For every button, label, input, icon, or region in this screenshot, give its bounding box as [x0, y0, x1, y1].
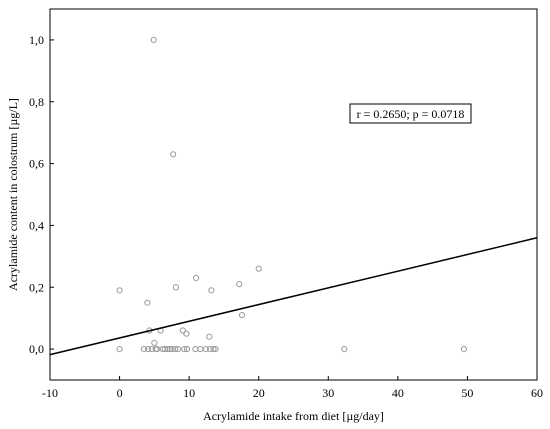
x-tick-label: 0 — [117, 386, 123, 400]
x-tick-label: 20 — [253, 386, 265, 400]
data-point — [255, 265, 262, 272]
data-point — [164, 345, 171, 353]
data-point — [236, 281, 243, 288]
data-point — [150, 36, 157, 44]
y-tick-label: 0,0 — [29, 342, 44, 356]
data-point — [172, 284, 180, 291]
data-point — [116, 345, 123, 353]
x-tick-label: 10 — [183, 386, 195, 400]
data-point — [193, 274, 200, 282]
data-point — [144, 345, 152, 353]
data-point — [202, 345, 209, 353]
x-tick-label: 40 — [392, 386, 404, 400]
y-axis-label: Acrylamide content in colostrum [µg/L] — [6, 98, 20, 291]
data-point — [460, 345, 468, 353]
data-point — [341, 345, 348, 353]
x-tick-label: 50 — [461, 386, 473, 400]
x-tick-label: 30 — [322, 386, 334, 400]
data-point — [116, 287, 123, 294]
regression-line — [49, 237, 538, 356]
y-tick-label: 0,4 — [29, 218, 44, 232]
x-axis: -10 0 10 20 30 40 50 60 — [42, 376, 543, 400]
data-point — [170, 151, 177, 158]
x-axis-label: Acrylamide intake from diet [µg/day] — [203, 409, 384, 423]
data-point — [168, 345, 175, 353]
data-point — [210, 345, 217, 353]
annotation-text: r = 0.2650; p = 0.0718 — [357, 107, 465, 121]
y-tick-label: 0,6 — [29, 157, 44, 171]
y-tick-label: 0,8 — [29, 95, 44, 109]
data-point — [206, 333, 213, 340]
annotation-box — [349, 103, 472, 124]
data-point — [174, 345, 182, 353]
data-point — [181, 345, 188, 353]
data-point — [208, 287, 215, 294]
data-point — [172, 345, 179, 353]
y-tick-label: 0,2 — [29, 280, 44, 294]
data-point — [140, 345, 148, 353]
data-point — [179, 327, 186, 334]
data-point — [212, 345, 219, 353]
correlation-annotation: r = 0.2650; p = 0.0718 — [349, 103, 472, 124]
y-axis: 0,0 0,2 0,4 0,6 0,8 1,0 — [29, 33, 54, 356]
x-tick-label: -10 — [42, 386, 58, 400]
plot-frame — [49, 8, 538, 381]
data-point — [238, 311, 246, 319]
plot-marks — [49, 36, 538, 356]
data-point — [183, 330, 190, 337]
data-point — [183, 345, 191, 353]
x-tick-label: 60 — [531, 386, 543, 400]
data-point — [151, 339, 158, 346]
data-point — [144, 299, 151, 306]
y-tick-label: 1,0 — [29, 33, 44, 47]
